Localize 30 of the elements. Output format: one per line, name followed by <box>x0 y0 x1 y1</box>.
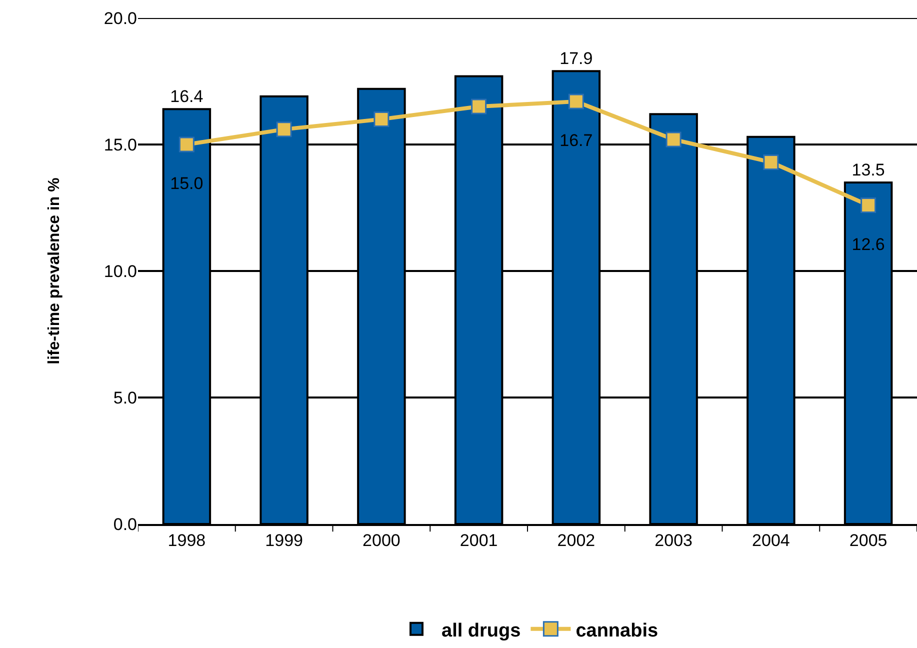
point <box>178 136 194 152</box>
data-label: 16.4 <box>170 87 204 106</box>
y-tick-label: 5.0 <box>113 388 137 408</box>
point <box>763 154 779 170</box>
legend-label: cannabis <box>576 620 658 642</box>
x-tick-label: 2001 <box>460 531 498 550</box>
x-tick-label: 2003 <box>654 531 692 550</box>
x-tick-label: 2000 <box>362 531 400 550</box>
data-label: 16.7 <box>560 131 593 150</box>
x-tick-label: 2004 <box>752 531 790 550</box>
data-label: 17.9 <box>560 49 593 68</box>
y-tick-label: 0.0 <box>113 514 137 534</box>
x-tick-label: 1998 <box>168 531 206 550</box>
data-label: 15.0 <box>170 174 204 194</box>
x-tick-label: 2005 <box>849 531 888 550</box>
y-axis-title: life-time prevalence in % <box>46 178 63 364</box>
y-tick-label: 10.0 <box>104 262 137 281</box>
x-tick-label: 2002 <box>557 531 596 550</box>
point <box>666 132 682 148</box>
point <box>568 94 584 110</box>
point <box>374 111 390 127</box>
legend-label: all drugs <box>442 620 521 642</box>
y-tick-label: 20.0 <box>104 8 137 28</box>
point <box>471 98 487 114</box>
data-label: 12.6 <box>852 234 885 254</box>
y-tick-label: 15.0 <box>104 135 137 154</box>
x-tick-label: 1999 <box>265 531 303 550</box>
point <box>276 122 292 138</box>
point <box>860 197 876 213</box>
data-label: 13.5 <box>852 160 885 180</box>
